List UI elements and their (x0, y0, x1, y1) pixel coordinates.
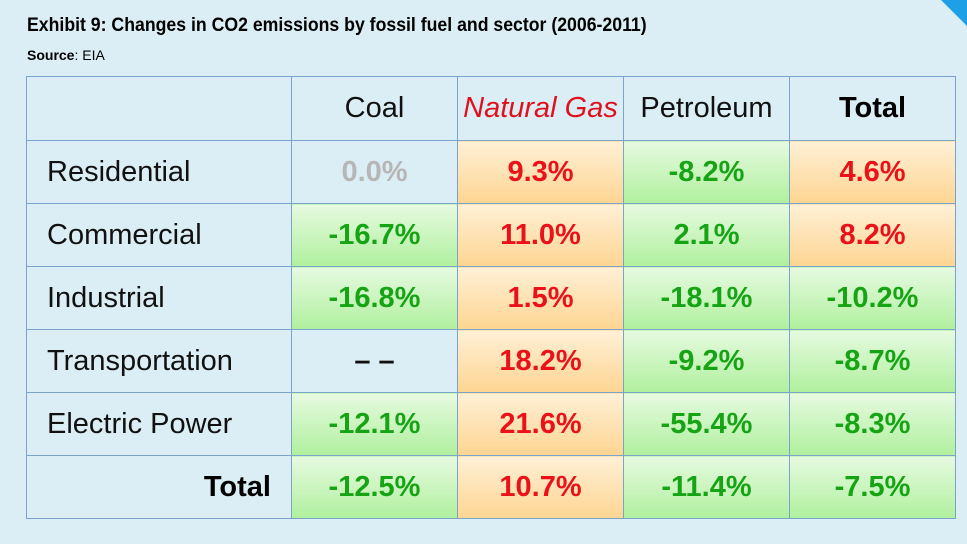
value-cell-coal: – – (291, 329, 458, 393)
value-cell-coal: -16.7% (291, 203, 458, 267)
value-cell-total: 8.2% (789, 203, 956, 267)
header-row: Coal Natural Gas Petroleum Total (26, 76, 956, 141)
value-cell-natural-gas: 11.0% (457, 203, 624, 267)
value-cell-coal: 0.0% (291, 140, 458, 204)
value-cell-coal: -12.5% (291, 455, 458, 519)
col-header-natural-gas: Natural Gas (457, 76, 624, 141)
row-label: Transportation (26, 329, 292, 393)
table-row: Industrial -16.8% 1.5% -18.1% -10.2% (26, 266, 956, 330)
value-cell-natural-gas: 18.2% (457, 329, 624, 393)
value-cell-petroleum: -18.1% (623, 266, 790, 330)
value-cell-petroleum: -55.4% (623, 392, 790, 456)
value-cell-total: -8.3% (789, 392, 956, 456)
source-label: Source (27, 47, 75, 63)
value-cell-petroleum: -11.4% (623, 455, 790, 519)
value-cell-coal: -16.8% (291, 266, 458, 330)
value-cell-total: -10.2% (789, 266, 956, 330)
table-row: Electric Power -12.1% 21.6% -55.4% -8.3% (26, 392, 956, 456)
corner-cell (26, 76, 292, 141)
source-line: Source: EIA (27, 47, 105, 63)
table-row: Residential 0.0% 9.3% -8.2% 4.6% (26, 140, 956, 204)
row-label: Electric Power (26, 392, 292, 456)
value-cell-total: -8.7% (789, 329, 956, 393)
row-label: Commercial (26, 203, 292, 267)
value-cell-coal: -12.1% (291, 392, 458, 456)
col-header-petroleum: Petroleum (623, 76, 790, 141)
table-row: Commercial -16.7% 11.0% 2.1% 8.2% (26, 203, 956, 267)
value-cell-natural-gas: 1.5% (457, 266, 624, 330)
value-cell-natural-gas: 9.3% (457, 140, 624, 204)
value-cell-natural-gas: 10.7% (457, 455, 624, 519)
value-cell-petroleum: -9.2% (623, 329, 790, 393)
row-label: Industrial (26, 266, 292, 330)
value-cell-natural-gas: 21.6% (457, 392, 624, 456)
table-row: Transportation – –18.2% -9.2% -8.7% (26, 329, 956, 393)
emissions-table: Coal Natural Gas Petroleum Total Residen… (26, 76, 956, 519)
col-header-total: Total (789, 76, 956, 141)
row-label: Residential (26, 140, 292, 204)
corner-accent (941, 0, 967, 26)
value-cell-petroleum: -8.2% (623, 140, 790, 204)
table-row: Total -12.5% 10.7% -11.4% -7.5% (26, 455, 956, 519)
col-header-coal: Coal (291, 76, 458, 141)
value-cell-total: -7.5% (789, 455, 956, 519)
source-value: : EIA (74, 47, 105, 63)
value-cell-petroleum: 2.1% (623, 203, 790, 267)
row-label: Total (26, 455, 292, 519)
value-cell-total: 4.6% (789, 140, 956, 204)
exhibit-title: Exhibit 9: Changes in CO2 emissions by f… (27, 15, 647, 36)
